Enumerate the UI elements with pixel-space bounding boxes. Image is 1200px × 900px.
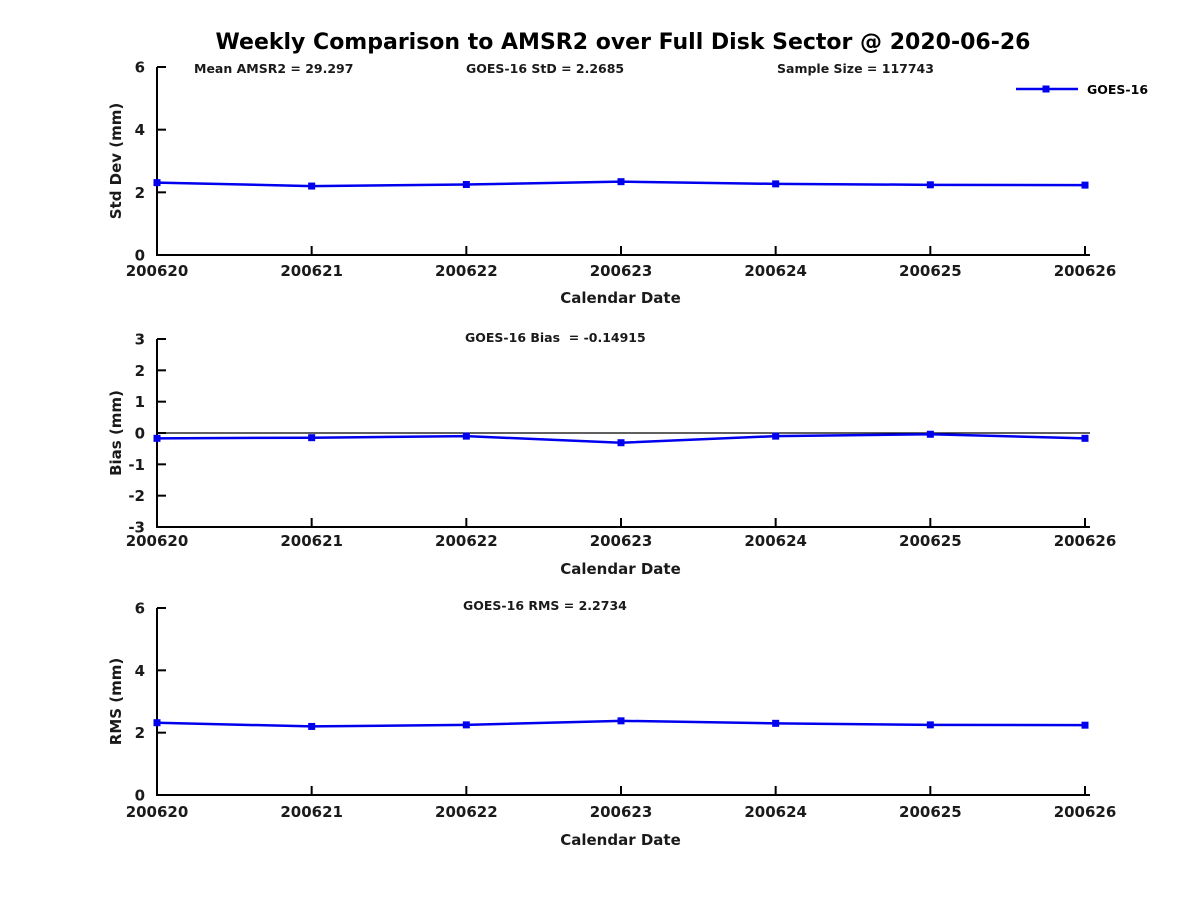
bias-subtitle: GOES-16 Bias = -0.14915	[465, 330, 646, 345]
x-tick-label: 200626	[1054, 262, 1117, 280]
data-point-marker	[153, 434, 161, 442]
data-point-marker	[617, 439, 625, 447]
y-tick-label: 2	[135, 724, 145, 742]
x-tick-label: 200624	[744, 262, 807, 280]
data-point-marker	[1081, 434, 1089, 442]
data-point-marker	[462, 721, 470, 729]
x-tick-label: 200625	[899, 262, 962, 280]
annotation-sample-size: Sample Size = 117743	[777, 61, 934, 76]
rms-subtitle: GOES-16 RMS = 2.2734	[463, 598, 627, 613]
x-tick-label: 200620	[126, 803, 189, 821]
data-point-marker	[462, 432, 470, 440]
y-tick-label: 1	[135, 393, 145, 411]
data-point-marker	[772, 180, 780, 188]
data-point-marker	[153, 179, 161, 187]
y-tick-label: 4	[135, 121, 145, 139]
y-tick-label: 0	[135, 787, 145, 805]
y-tick-label: 3	[135, 331, 145, 349]
data-point-marker	[926, 430, 934, 438]
y-axis-title: Std Dev (mm)	[107, 103, 125, 220]
x-tick-label: 200620	[126, 532, 189, 550]
y-tick-label: 0	[135, 247, 145, 265]
data-point-marker	[772, 719, 780, 727]
x-axis-title: Calendar Date	[560, 560, 681, 578]
legend-marker-sample	[1042, 85, 1050, 93]
y-tick-label: -1	[128, 456, 145, 474]
x-tick-label: 200621	[280, 532, 343, 550]
data-point-marker	[462, 181, 470, 188]
x-tick-label: 200626	[1054, 803, 1117, 821]
x-tick-label: 200625	[899, 803, 962, 821]
y-tick-label: 6	[135, 59, 145, 77]
data-point-marker	[772, 432, 780, 440]
x-tick-label: 200626	[1054, 532, 1117, 550]
x-tick-label: 200620	[126, 262, 189, 280]
data-point-marker	[926, 181, 934, 189]
x-tick-label: 200621	[280, 262, 343, 280]
data-point-marker	[153, 719, 161, 727]
data-point-marker	[308, 182, 316, 190]
data-point-marker	[617, 178, 625, 186]
annotation-goes16-std: GOES-16 StD = 2.2685	[466, 61, 625, 76]
y-axis-title: RMS (mm)	[107, 658, 125, 745]
data-point-marker	[1081, 721, 1089, 729]
data-point-marker	[308, 434, 316, 442]
x-tick-label: 200624	[744, 803, 807, 821]
x-axis-title: Calendar Date	[560, 831, 681, 849]
y-tick-label: 6	[135, 600, 145, 618]
annotation-mean-amsr2: Mean AMSR2 = 29.297	[194, 61, 354, 76]
x-tick-label: 200621	[280, 803, 343, 821]
x-tick-label: 200623	[590, 262, 653, 280]
figure-title: Weekly Comparison to AMSR2 over Full Dis…	[215, 30, 1031, 55]
data-point-marker	[1081, 181, 1089, 189]
y-tick-label: 2	[135, 362, 145, 380]
x-tick-label: 200622	[435, 262, 498, 280]
y-axis-title: Bias (mm)	[107, 390, 125, 476]
x-tick-label: 200625	[899, 532, 962, 550]
y-tick-label: -2	[128, 487, 145, 505]
x-tick-label: 200623	[590, 803, 653, 821]
legend-label: GOES-16	[1087, 82, 1148, 97]
x-tick-label: 200622	[435, 803, 498, 821]
y-tick-label: 4	[135, 662, 145, 680]
y-tick-label: 0	[135, 425, 145, 443]
data-point-marker	[617, 717, 625, 725]
x-tick-label: 200624	[744, 532, 807, 550]
x-tick-label: 200623	[590, 532, 653, 550]
y-tick-label: -3	[128, 519, 145, 537]
x-tick-label: 200622	[435, 532, 498, 550]
data-point-marker	[308, 722, 316, 730]
x-axis-title: Calendar Date	[560, 289, 681, 307]
y-tick-label: 2	[135, 184, 145, 202]
data-point-marker	[926, 721, 934, 729]
